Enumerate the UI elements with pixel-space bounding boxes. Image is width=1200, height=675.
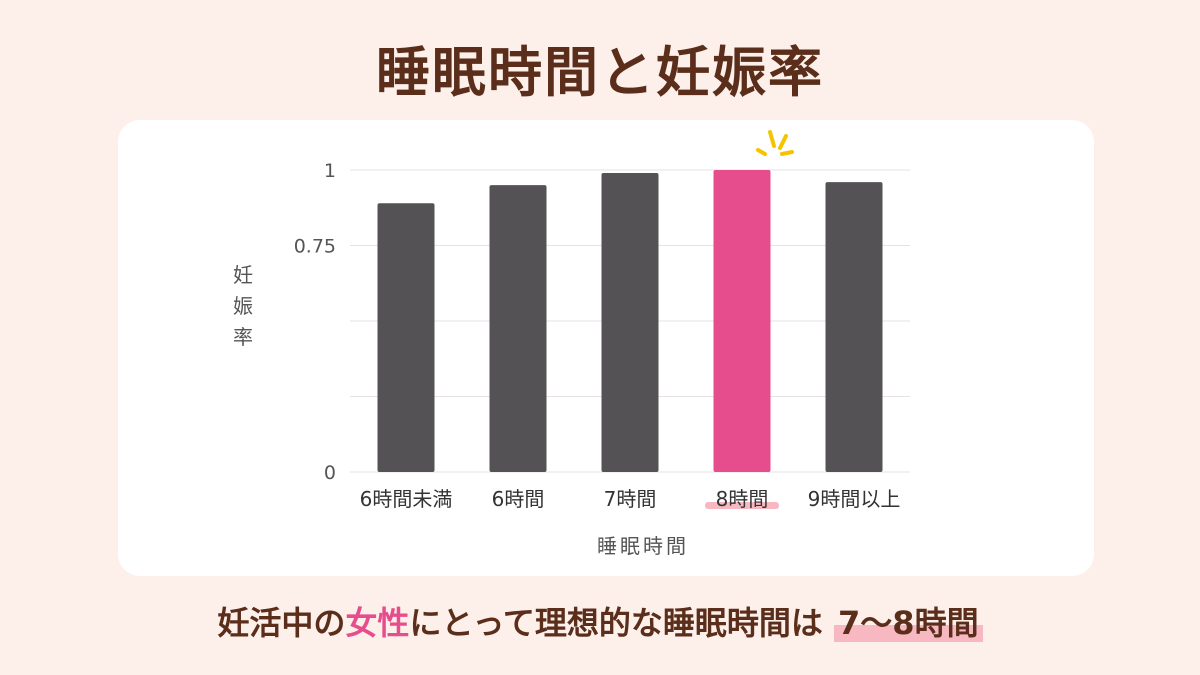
x-tick-label: 6時間 <box>492 487 545 511</box>
x-tick-label: 9時間以上 <box>808 487 901 511</box>
x-tick-label: 6時間未満 <box>360 487 453 511</box>
x-axis-label: 睡眠時間 <box>597 534 689 558</box>
page-title: 睡眠時間と妊娠率 <box>376 41 824 104</box>
sparkle-ray <box>780 150 794 156</box>
bar-1 <box>377 203 435 472</box>
sparkle-ray <box>768 130 776 148</box>
caption-part1: 妊活中の <box>217 604 346 642</box>
bars <box>377 170 883 472</box>
y-tick-label: 0.75 <box>294 236 336 258</box>
caption-highlight-word: 女性 <box>345 604 410 642</box>
caption: 妊活中の女性にとって理想的な睡眠時間は 7〜8時間 <box>0 598 1200 644</box>
highlight-underline <box>705 502 779 509</box>
y-tick-labels: 0 0.75 1 <box>294 160 336 484</box>
chart-card: 0 0.75 1 6時間未満 6時間 7時間 8時間 9時間以上 妊娠率 睡眠時間 <box>118 120 1094 576</box>
bar-4 <box>713 170 771 472</box>
caption-highlight-hours: 7〜8時間 <box>834 604 983 642</box>
bar-2 <box>489 185 547 472</box>
caption-part3: にとって理想的な睡眠時間は <box>409 604 823 642</box>
sparkle-ray <box>778 134 788 150</box>
x-tick-labels: 6時間未満 6時間 7時間 8時間 9時間以上 <box>360 487 901 511</box>
bar-3 <box>601 173 659 472</box>
y-axis-label: 妊娠率 <box>233 263 253 349</box>
y-tick-label: 0 <box>324 462 336 484</box>
y-tick-label: 1 <box>324 160 336 182</box>
x-tick-label: 8時間 <box>716 487 769 511</box>
sparkle-ray <box>756 148 767 156</box>
bar-chart: 0 0.75 1 6時間未満 6時間 7時間 8時間 9時間以上 妊娠率 睡眠時間 <box>233 130 910 558</box>
sparkle-icon <box>756 130 794 156</box>
x-tick-label: 7時間 <box>604 487 657 511</box>
bar-5 <box>825 182 883 472</box>
